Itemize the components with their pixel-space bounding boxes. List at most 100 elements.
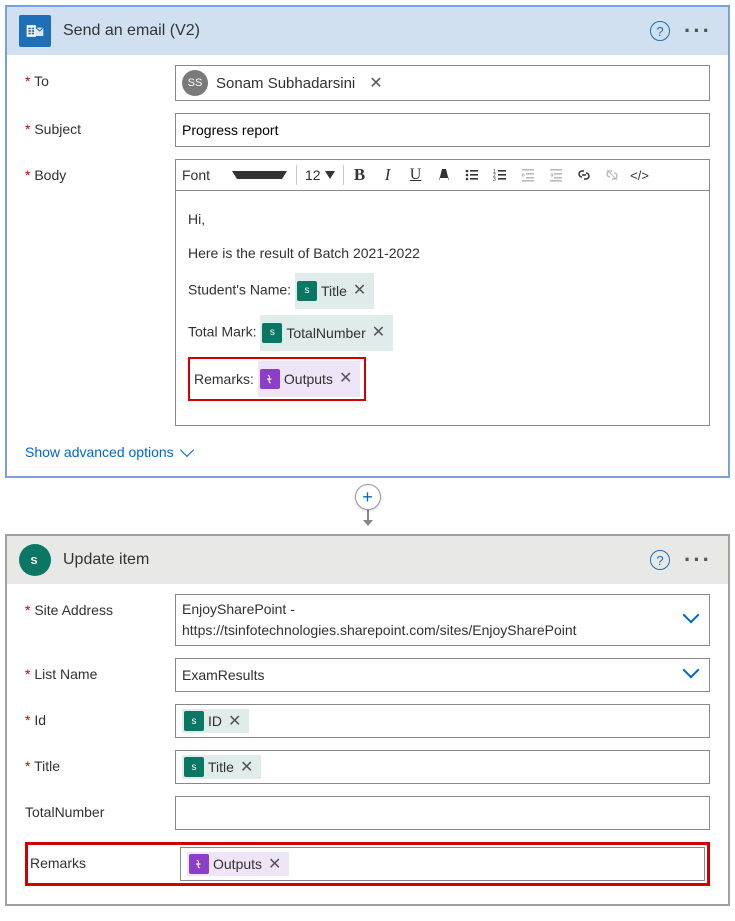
more-icon[interactable]: ··· — [680, 555, 716, 565]
sharepoint-token-icon: s — [262, 323, 282, 343]
flow-connector: + — [5, 484, 730, 528]
outputs-token[interactable]: Outputs ✕ — [258, 361, 360, 397]
list-row: List Name ExamResults — [25, 658, 710, 692]
body-totalmark-line: Total Mark: s TotalNumber ✕ — [188, 315, 697, 351]
site-field[interactable]: EnjoySharePoint - https://tsinfotechnolo… — [175, 594, 710, 646]
title-field[interactable]: s Title ✕ — [175, 750, 710, 784]
subject-input[interactable] — [182, 122, 703, 138]
remove-token-icon[interactable]: ✕ — [266, 854, 283, 874]
totalnumber-field[interactable] — [175, 796, 710, 830]
sharepoint-token-icon: s — [184, 757, 204, 777]
body-intro: Here is the result of Batch 2021-2022 — [188, 239, 697, 267]
help-icon[interactable]: ? — [650, 21, 670, 41]
totalnumber-token-label: TotalNumber — [286, 319, 365, 347]
bold-button[interactable]: B — [348, 163, 372, 187]
caret-down-icon — [232, 171, 288, 179]
id-token-label: ID — [208, 713, 222, 729]
body-editor: Font 12 B I U 123 — [175, 159, 710, 426]
to-row: To SS Sonam Subhadarsini ✕ — [25, 65, 710, 101]
remarks-label: Remarks: — [194, 365, 254, 393]
editor-body[interactable]: Hi, Here is the result of Batch 2021-202… — [175, 191, 710, 426]
outputs-token-label: Outputs — [213, 856, 262, 872]
remarks-highlight: Remarks: Outputs ✕ — [188, 357, 366, 401]
indent-button[interactable] — [544, 163, 568, 187]
show-advanced-options[interactable]: Show advanced options — [25, 438, 710, 470]
email-card-title: Send an email (V2) — [63, 22, 650, 40]
chevron-down-icon[interactable] — [685, 668, 699, 682]
underline-button[interactable]: U — [404, 163, 428, 187]
list-label: List Name — [25, 658, 175, 682]
body-remarks-line: Remarks: Outputs ✕ — [188, 357, 697, 401]
fontsize-select[interactable]: 12 — [301, 167, 339, 183]
remove-token-icon[interactable]: ✕ — [370, 317, 387, 349]
email-card-header[interactable]: Send an email (V2) ? ··· — [7, 7, 728, 55]
id-row: Id s ID ✕ — [25, 704, 710, 738]
id-token[interactable]: s ID ✕ — [182, 709, 249, 733]
totalnumber-row: TotalNumber — [25, 796, 710, 830]
outputs-token[interactable]: Outputs ✕ — [187, 852, 289, 876]
caret-down-icon — [325, 171, 335, 179]
list-value: ExamResults — [182, 667, 264, 683]
chevron-down-icon[interactable] — [685, 613, 699, 627]
subject-field[interactable] — [175, 113, 710, 147]
subject-row: Subject — [25, 113, 710, 147]
id-label: Id — [25, 704, 175, 728]
to-label: To — [25, 65, 175, 89]
link-button[interactable] — [572, 163, 596, 187]
svg-text:3: 3 — [493, 177, 496, 183]
editor-toolbar: Font 12 B I U 123 — [175, 159, 710, 191]
remarks-highlight-row: Remarks Outputs ✕ — [25, 842, 710, 886]
svg-text:S: S — [31, 555, 38, 567]
recipient-avatar: SS — [182, 70, 208, 96]
update-card-header[interactable]: S Update item ? ··· — [7, 536, 728, 584]
italic-button[interactable]: I — [376, 163, 400, 187]
fontsize-value: 12 — [305, 167, 321, 183]
remarks-label: Remarks — [30, 847, 180, 871]
site-value-line1: EnjoySharePoint - — [182, 599, 673, 620]
outputs-token-label: Outputs — [284, 365, 333, 393]
site-row: Site Address EnjoySharePoint - https://t… — [25, 594, 710, 646]
email-card-body: To SS Sonam Subhadarsini ✕ Subject Body … — [7, 55, 728, 476]
title-token[interactable]: s Title ✕ — [295, 273, 374, 309]
sharepoint-token-icon: s — [184, 711, 204, 731]
font-select[interactable]: Font — [182, 167, 292, 183]
help-icon[interactable]: ? — [650, 550, 670, 570]
remove-token-icon[interactable]: ✕ — [351, 275, 368, 307]
subject-label: Subject — [25, 113, 175, 137]
chevron-down-icon — [180, 443, 194, 457]
color-button[interactable] — [432, 163, 456, 187]
update-card-title: Update item — [63, 551, 650, 569]
outlook-icon — [19, 15, 51, 47]
bullets-button[interactable] — [460, 163, 484, 187]
update-card-body: Site Address EnjoySharePoint - https://t… — [7, 584, 728, 904]
remove-token-icon[interactable]: ✕ — [337, 363, 354, 395]
numbers-button[interactable]: 123 — [488, 163, 512, 187]
totalnumber-token[interactable]: s TotalNumber ✕ — [260, 315, 393, 351]
body-student-line: Student's Name: s Title ✕ — [188, 273, 697, 309]
body-greeting: Hi, — [188, 205, 697, 233]
add-step-button[interactable]: + — [355, 484, 381, 510]
outdent-button[interactable] — [516, 163, 540, 187]
codeview-button[interactable]: </> — [628, 163, 652, 187]
list-field[interactable]: ExamResults — [175, 658, 710, 692]
to-field[interactable]: SS Sonam Subhadarsini ✕ — [175, 65, 710, 101]
remarks-field[interactable]: Outputs ✕ — [180, 847, 705, 881]
site-label: Site Address — [25, 594, 175, 618]
id-field[interactable]: s ID ✕ — [175, 704, 710, 738]
remarks-row: Remarks Outputs ✕ — [30, 847, 705, 881]
expression-token-icon — [189, 854, 209, 874]
email-action-card: Send an email (V2) ? ··· To SS Sonam Sub… — [5, 5, 730, 478]
sharepoint-token-icon: s — [297, 281, 317, 301]
body-label: Body — [25, 159, 175, 183]
unlink-button[interactable] — [600, 163, 624, 187]
remove-token-icon[interactable]: ✕ — [238, 757, 255, 777]
body-row: Body Font 12 B I U — [25, 159, 710, 426]
remove-recipient-icon[interactable]: ✕ — [367, 73, 384, 93]
update-action-card: S Update item ? ··· Site Address EnjoySh… — [5, 534, 730, 906]
title-token[interactable]: s Title ✕ — [182, 755, 261, 779]
more-icon[interactable]: ··· — [680, 26, 716, 36]
remove-token-icon[interactable]: ✕ — [226, 711, 243, 731]
title-label: Title — [25, 750, 175, 774]
totalnumber-label: TotalNumber — [25, 796, 175, 820]
title-token-label: Title — [208, 759, 234, 775]
